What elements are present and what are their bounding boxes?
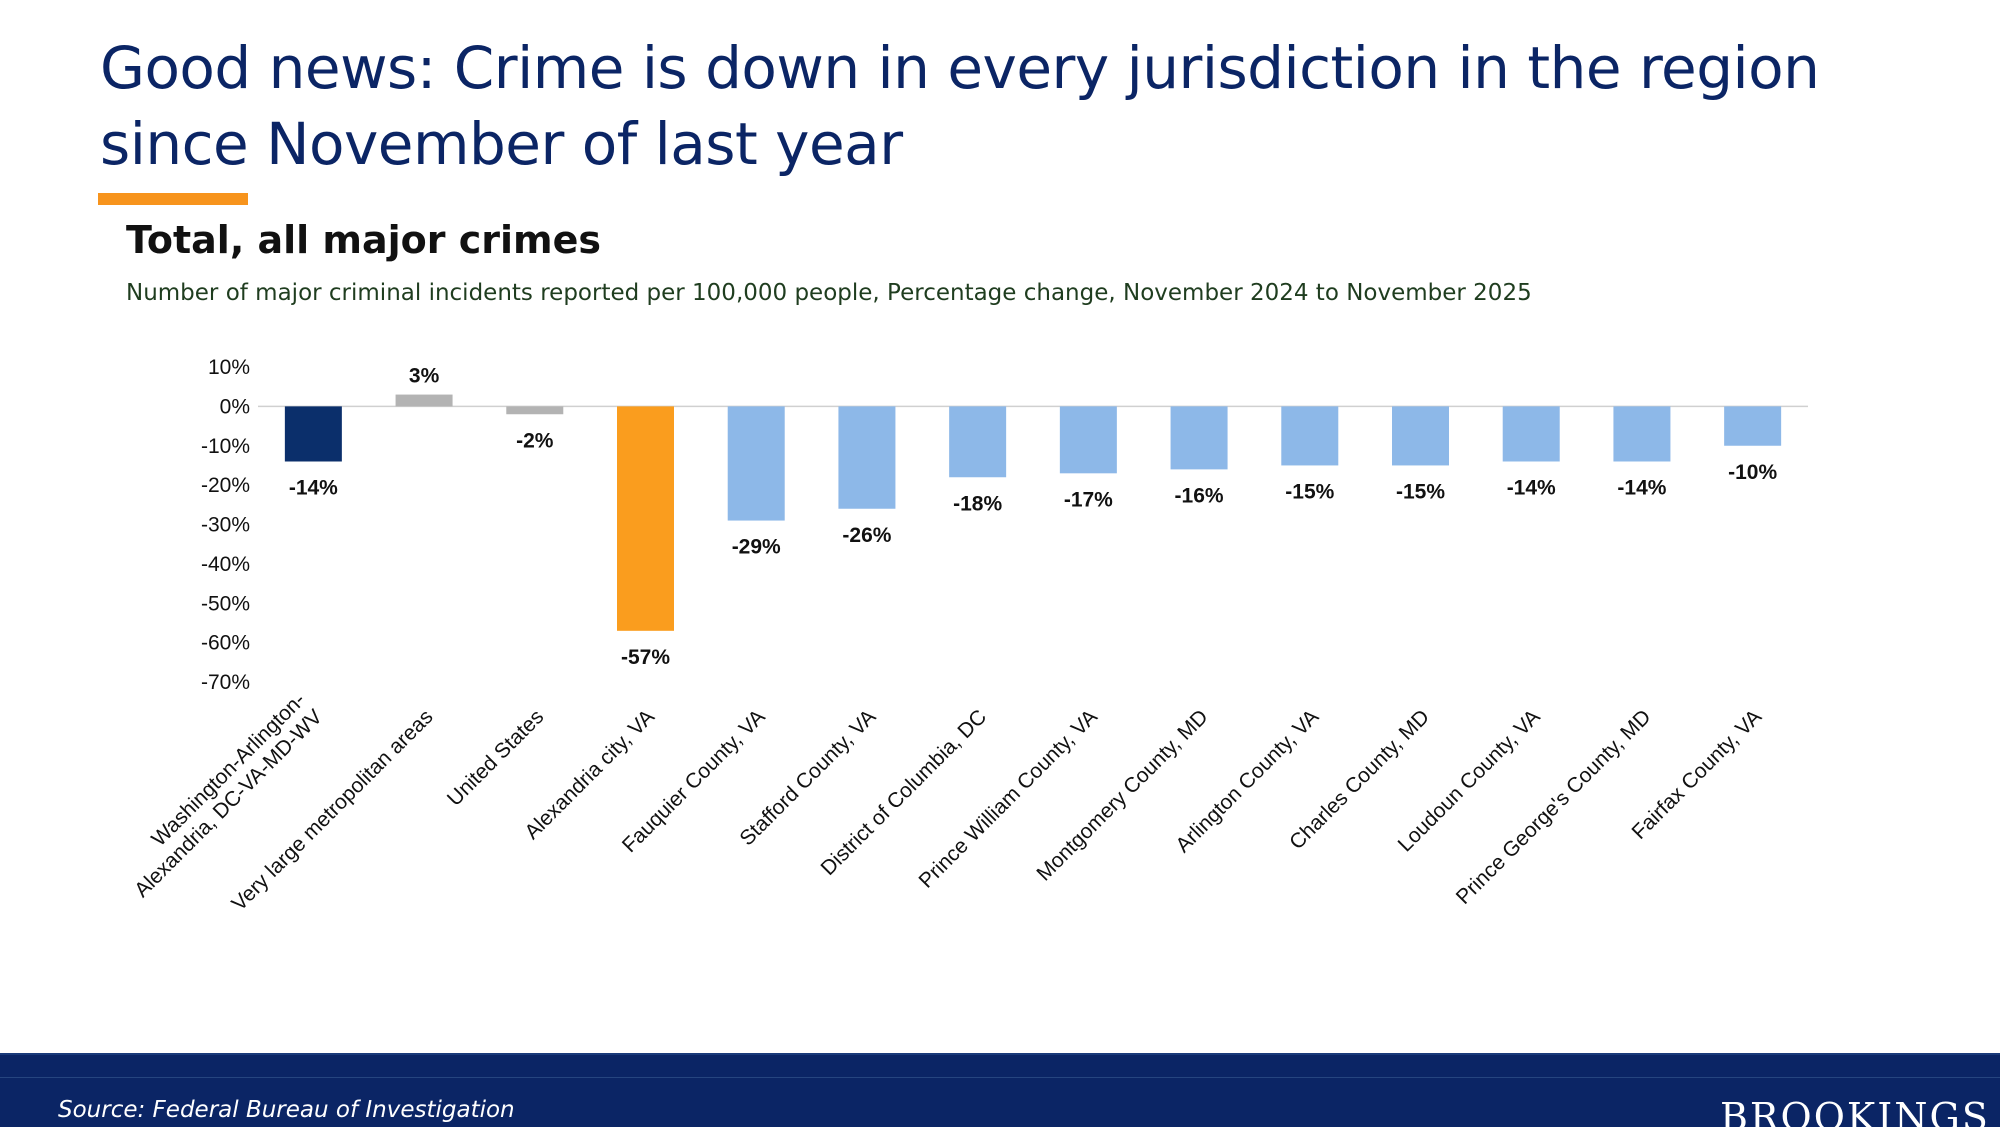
- data-label: -14%: [289, 477, 338, 500]
- y-tick-label: -40%: [201, 553, 250, 576]
- data-label: -26%: [842, 524, 891, 547]
- bar: [1059, 406, 1117, 474]
- bar: [1724, 406, 1782, 446]
- y-tick-label: -30%: [201, 514, 250, 537]
- data-label: -14%: [1617, 477, 1666, 500]
- data-label: -10%: [1728, 461, 1777, 484]
- footer-band: Source: Federal Bureau of Investigation …: [0, 1053, 2000, 1139]
- category-label: Prince George's County, MD: [1452, 705, 1656, 909]
- data-label: -57%: [621, 646, 670, 669]
- brookings-logo: BROOKINGS: [1720, 1095, 1990, 1139]
- y-tick-label: -10%: [201, 435, 250, 458]
- y-tick-label: -60%: [201, 632, 250, 655]
- data-label: -16%: [1175, 484, 1224, 507]
- bar: [838, 406, 896, 509]
- bar: [617, 406, 674, 631]
- y-tick-label: -70%: [201, 671, 250, 694]
- slide-title: Good news: Crime is down in every jurisd…: [100, 34, 1820, 178]
- bar: [1170, 406, 1228, 470]
- y-tick-label: 0%: [220, 395, 250, 418]
- bar-chart: 10% 0% -10% -20% -30% -40% -50% -60% -70% -14% Was…: [113, 356, 1808, 916]
- y-tick-label: -20%: [201, 474, 250, 497]
- bar: [1281, 406, 1339, 466]
- bar: [395, 394, 453, 407]
- bar: [1613, 406, 1671, 462]
- data-label: -18%: [953, 492, 1002, 515]
- source-note: Source: Federal Bureau of Investigation: [58, 1097, 515, 1123]
- chart-title: Total, all major crimes: [126, 218, 602, 262]
- data-label: -15%: [1285, 480, 1334, 503]
- data-label: -15%: [1396, 480, 1445, 503]
- category-label: United States: [443, 705, 548, 810]
- data-label: 3%: [409, 365, 440, 388]
- title-accent-bar: [98, 193, 248, 205]
- chart-subtitle: Number of major criminal incidents repor…: [126, 280, 1532, 306]
- data-label: -29%: [732, 536, 781, 559]
- bar: [949, 406, 1007, 478]
- bar: [284, 406, 342, 462]
- y-tick-label: 10%: [208, 356, 250, 379]
- data-label: -17%: [1064, 488, 1113, 511]
- category-label: Prince William County, VA: [915, 705, 1102, 892]
- bar: [1392, 406, 1449, 466]
- bar: [506, 406, 564, 415]
- category-label: Washington-Arlington-Alexandria, DC-VA-M…: [113, 688, 327, 902]
- footer-divider: [0, 1077, 2000, 1078]
- data-label: -2%: [516, 429, 554, 452]
- bar: [1502, 406, 1560, 462]
- data-label: -14%: [1507, 477, 1556, 500]
- bar: [727, 406, 785, 521]
- y-tick-label: -50%: [201, 592, 250, 615]
